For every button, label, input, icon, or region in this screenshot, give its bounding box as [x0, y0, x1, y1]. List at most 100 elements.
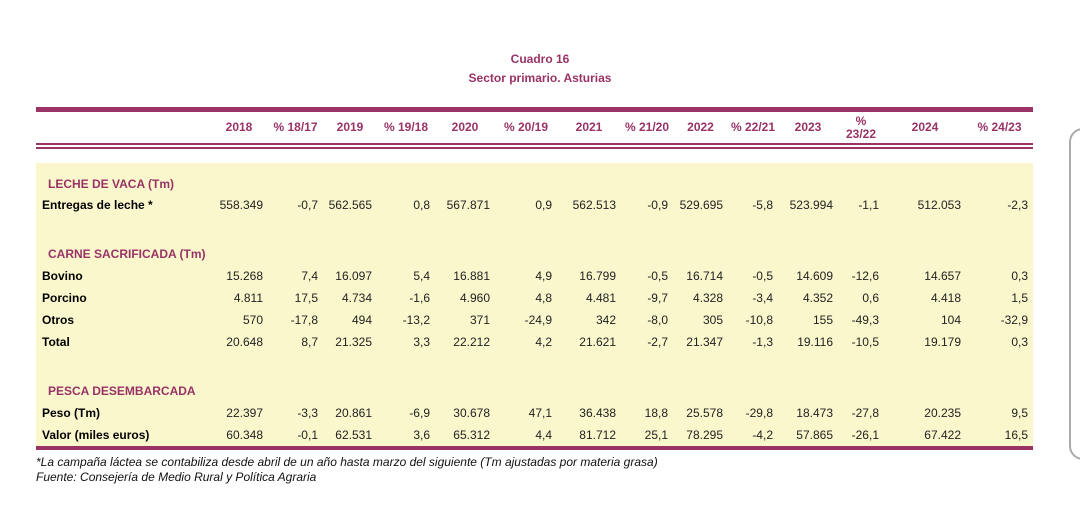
- cell-value: 30.678: [435, 402, 495, 424]
- cell-value: 562.513: [557, 194, 621, 216]
- cell-value: 4,8: [495, 287, 557, 309]
- row-label: Total: [36, 331, 210, 353]
- cell-value: 0,8: [377, 194, 435, 216]
- cell-value: 0,3: [966, 331, 1033, 353]
- column-header: % 20/19: [495, 107, 557, 149]
- cell-value: 523.994: [778, 194, 838, 216]
- cell-value: 155: [778, 309, 838, 331]
- cell-value: 562.565: [323, 194, 377, 216]
- cell-value: 20.648: [210, 331, 268, 353]
- cell-value: -10,8: [728, 309, 778, 331]
- cell-value: -0,9: [621, 194, 673, 216]
- cell-value: 567.871: [435, 194, 495, 216]
- cell-value: -10,5: [838, 331, 884, 353]
- cell-value: -5,8: [728, 194, 778, 216]
- cell-value: -2,7: [621, 331, 673, 353]
- table-row: Otros 570 -17,8 494 -13,2 371 -24,9 342 -8,0 305-…: [36, 309, 1033, 331]
- spacer-row: [36, 146, 1033, 163]
- table-subtitle: Sector primario. Asturias: [468, 71, 612, 85]
- cell-value: 5,4: [377, 265, 435, 287]
- cell-value: 20.235: [884, 402, 966, 424]
- cell-value: 22.397: [210, 402, 268, 424]
- cell-value: 18.473: [778, 402, 838, 424]
- row-label: Otros: [36, 309, 210, 331]
- cell-value: 47,1: [495, 402, 557, 424]
- cell-value: 65.312: [435, 424, 495, 446]
- cell-value: 570: [210, 309, 268, 331]
- cell-value: 67.422: [884, 424, 966, 446]
- cell-value: -27,8: [838, 402, 884, 424]
- cell-value: 21.325: [323, 331, 377, 353]
- cell-value: -9,7: [621, 287, 673, 309]
- cell-value: 512.053: [884, 194, 966, 216]
- row-label: Bovino: [36, 265, 210, 287]
- cell-value: 21.347: [673, 331, 728, 353]
- header-row: 2018% 18/17 2019% 19/18 2020% 20/19 2021% 2…: [36, 107, 1033, 149]
- table-row: Valor (miles euros) 60.348 -0,1 62.531 3,6 65…: [36, 424, 1033, 446]
- cell-value: 4.328: [673, 287, 728, 309]
- cell-value: 4.734: [323, 287, 377, 309]
- column-header: % 18/17: [268, 107, 323, 149]
- cell-value: 16.714: [673, 265, 728, 287]
- cell-value: 558.349: [210, 194, 268, 216]
- cell-value: 17,5: [268, 287, 323, 309]
- section-row: LECHE DE VACA (Tm): [36, 163, 1033, 194]
- cell-value: -26,1: [838, 424, 884, 446]
- table-head: 2018% 18/17 2019% 19/18 2020% 20/19 2021% 2…: [36, 107, 1033, 149]
- table-number: Cuadro 16: [510, 52, 570, 66]
- cell-value: 14.609: [778, 265, 838, 287]
- cell-value: -49,3: [838, 309, 884, 331]
- cell-value: 57.865: [778, 424, 838, 446]
- column-header: 2020: [435, 107, 495, 149]
- cell-value: 4.352: [778, 287, 838, 309]
- cell-value: 1,5: [966, 287, 1033, 309]
- row-label: Entregas de leche *: [36, 194, 210, 216]
- cell-value: 22.212: [435, 331, 495, 353]
- cell-value: -3,3: [268, 402, 323, 424]
- table-row: Peso (Tm) 22.397 -3,3 20.861 -6,9 30.678 47,1 3…: [36, 402, 1033, 424]
- section-header: CARNE SACRIFICADA (Tm): [36, 243, 1033, 265]
- cell-value: 371: [435, 309, 495, 331]
- section-header: PESCA DESEMBARCADA: [36, 380, 1033, 402]
- cell-value: 342: [557, 309, 621, 331]
- table-body: LECHE DE VACA (Tm) Entregas de leche * 558…: [36, 146, 1033, 446]
- cell-value: 4.481: [557, 287, 621, 309]
- cell-value: 25.578: [673, 402, 728, 424]
- cell-value: 7,4: [268, 265, 323, 287]
- table-title: Cuadro 16 Sector primario. Asturias: [0, 50, 1080, 88]
- cell-value: -24,9: [495, 309, 557, 331]
- cell-value: -29,8: [728, 402, 778, 424]
- spacer: [36, 216, 1033, 243]
- cell-value: 19.116: [778, 331, 838, 353]
- cell-value: 4,4: [495, 424, 557, 446]
- column-header: 2019: [323, 107, 377, 149]
- cell-value: 25,1: [621, 424, 673, 446]
- cell-value: 21.621: [557, 331, 621, 353]
- footnote-source: Fuente: Consejería de Medio Rural y Polí…: [36, 470, 317, 484]
- column-header: 2024: [884, 107, 966, 149]
- row-label: Porcino: [36, 287, 210, 309]
- cell-value: 60.348: [210, 424, 268, 446]
- cell-value: 3,6: [377, 424, 435, 446]
- cell-value: 4.960: [435, 287, 495, 309]
- cell-value: 4,9: [495, 265, 557, 287]
- cell-value: -17,8: [268, 309, 323, 331]
- statistics-table-container: 2018% 18/17 2019% 19/18 2020% 20/19 2021% 2…: [36, 107, 1033, 485]
- cell-value: 0,3: [966, 265, 1033, 287]
- table-row: Entregas de leche * 558.349 -0,7 562.565 0,8…: [36, 194, 1033, 216]
- table-row: Total 20.648 8,7 21.325 3,3 22.212 4,2 21.621 -2…: [36, 331, 1033, 353]
- column-header: 2023: [778, 107, 838, 149]
- footnotes: *La campaña láctea se contabiliza desde …: [36, 455, 1033, 485]
- column-header: % 22/21: [728, 107, 778, 149]
- row-label: Valor (miles euros): [36, 424, 210, 446]
- cell-value: 4.418: [884, 287, 966, 309]
- spacer: [36, 353, 1033, 380]
- cell-value: 15.268: [210, 265, 268, 287]
- section-row: PESCA DESEMBARCADA: [36, 380, 1033, 402]
- cell-value: -1,6: [377, 287, 435, 309]
- section-row: CARNE SACRIFICADA (Tm): [36, 243, 1033, 265]
- table-row: Bovino 15.268 7,4 16.097 5,4 16.881 4,9 16.799-…: [36, 265, 1033, 287]
- column-header: % 19/18: [377, 107, 435, 149]
- cell-value: 16.799: [557, 265, 621, 287]
